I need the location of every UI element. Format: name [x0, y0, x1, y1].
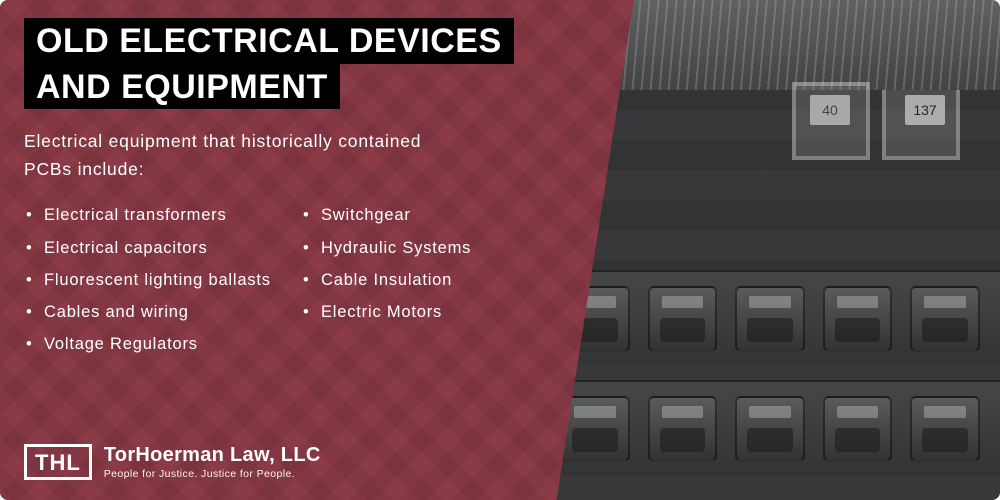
- list-item: Electrical capacitors: [24, 232, 279, 264]
- photo-label-a: 40: [810, 95, 850, 125]
- bullet-list-left: Electrical transformers Electrical capac…: [24, 199, 279, 360]
- relay-icon: [823, 396, 893, 462]
- relay-icon: [735, 286, 805, 352]
- photo-label-b: 137: [905, 95, 945, 125]
- relay-icon: [648, 396, 718, 462]
- title: OLD ELECTRICAL DEVICES AND EQUIPMENT: [24, 18, 514, 109]
- relay-icon: [648, 286, 718, 352]
- firm-tagline: People for Justice. Justice for People.: [104, 468, 321, 480]
- list-item: Switchgear: [301, 199, 531, 231]
- list-item: Electrical transformers: [24, 199, 279, 231]
- relay-icon: [910, 286, 980, 352]
- list-item: Cable Insulation: [301, 264, 531, 296]
- logo-abbrev: THL: [24, 444, 92, 480]
- list-item: Cables and wiring: [24, 296, 279, 328]
- relay-icon: [735, 396, 805, 462]
- infographic-card: 40 137 OLD ELECTRICAL DEVICES AND EQUIPM…: [0, 0, 1000, 500]
- relay-icon: [910, 396, 980, 462]
- relay-icon: [823, 286, 893, 352]
- list-item: Fluorescent lighting ballasts: [24, 264, 279, 296]
- firm-logo: THL TorHoerman Law, LLC People for Justi…: [24, 444, 321, 480]
- list-item: Electric Motors: [301, 296, 531, 328]
- bullet-list-right: Switchgear Hydraulic Systems Cable Insul…: [301, 199, 531, 360]
- content-block: OLD ELECTRICAL DEVICES AND EQUIPMENT Ele…: [24, 18, 614, 360]
- title-line-2: AND EQUIPMENT: [24, 64, 340, 110]
- bullet-columns: Electrical transformers Electrical capac…: [24, 199, 614, 360]
- title-line-1: OLD ELECTRICAL DEVICES: [24, 18, 514, 64]
- logo-text: TorHoerman Law, LLC People for Justice. …: [104, 445, 321, 480]
- list-item: Hydraulic Systems: [301, 232, 531, 264]
- photo-relay-row: [540, 380, 1000, 475]
- firm-name: TorHoerman Law, LLC: [104, 445, 321, 466]
- list-item: Voltage Regulators: [24, 328, 279, 360]
- lead-text: Electrical equipment that historically c…: [24, 127, 454, 183]
